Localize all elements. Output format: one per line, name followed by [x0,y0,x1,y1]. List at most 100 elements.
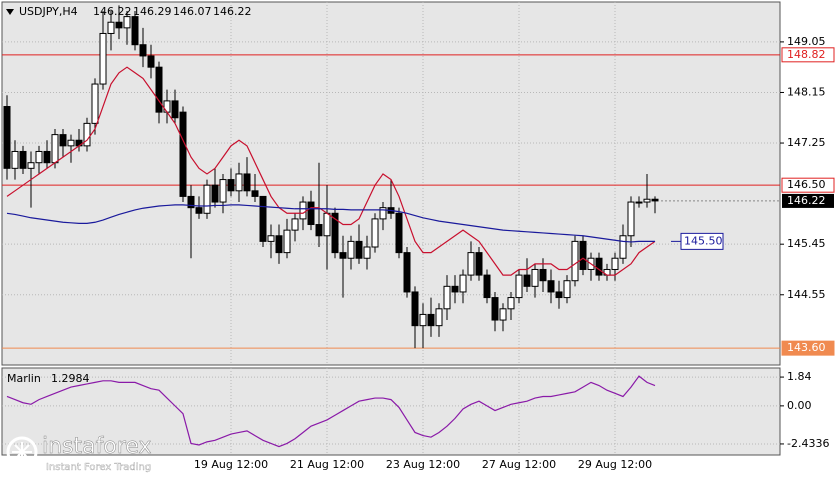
price-label-box [781,47,835,63]
price-label: 143.60 [787,341,826,354]
candle-body [435,308,443,327]
ohlc-high: 146.29 [133,5,172,18]
indicator-value: 1.2984 [51,372,90,385]
price-label-box [781,340,835,356]
last-price-label: 146.22 [787,194,826,207]
candle-body [507,297,515,310]
candle-body [171,100,179,119]
candle-body [547,280,555,293]
candle-body [635,201,643,204]
moving-average [6,204,655,243]
ma-label: 145.50 [684,234,723,247]
candle-body [411,291,419,327]
price-label: 148.82 [787,48,826,61]
candle-body [627,201,635,237]
candle-body [227,179,235,192]
x-tick-label: 21 Aug 12:00 [290,458,364,471]
candle-body [19,150,27,169]
candle-body [267,235,275,242]
candle-body [467,252,475,276]
price-label-box [781,177,835,193]
candle-body [555,291,563,299]
y-tick-label: -2.4336 [787,437,829,450]
menu-arrow[interactable] [6,9,14,15]
candle-body [235,173,243,192]
candle-body [123,16,131,29]
candle-body [259,195,267,242]
candle-body [419,313,427,327]
candle-body [83,122,91,147]
candle-body [451,285,459,293]
candle-body [283,229,291,254]
candle-body [475,252,483,276]
indicator-name: Marlin [7,372,41,385]
indicator-line [6,375,656,448]
indicator-pane [1,367,781,456]
candle-body [307,201,315,226]
candle-body [11,150,19,169]
x-tick-label: 23 Aug 12:00 [386,458,460,471]
candle-body [363,246,371,259]
candle-body [179,111,187,197]
candle-body [3,106,11,169]
candle-body [115,21,123,29]
candle-body [27,162,35,169]
logo-icon [6,436,38,468]
logo-icon-rays [12,442,32,462]
candle-body [59,134,67,147]
candle-body [315,224,323,237]
candle-body [211,184,219,203]
y-tick-label: 145.45 [787,237,826,250]
ohlc-low: 146.07 [173,5,212,18]
candle-body [107,21,115,34]
candle-body [291,218,299,231]
y-tick-label: 147.25 [787,136,826,149]
logo-brand: instaforex [42,434,152,459]
candle-body [643,198,651,203]
candle-body [147,55,155,68]
candle-body [571,240,579,282]
moving-average [6,66,656,276]
candle-body [139,44,147,57]
candle-body [91,83,99,124]
candle-body [347,240,355,259]
candle-body [203,184,211,214]
logo: instaforex Instant Forex Trading [6,434,152,473]
candle-body [99,32,107,85]
candle-body [595,257,603,276]
y-tick-label: 144.55 [787,288,826,301]
symbol: USDJPY,H4 [19,5,78,18]
x-tick-label: 29 Aug 12:00 [578,458,652,471]
last-price-box [782,193,834,208]
candle-body [43,150,51,164]
candle-body [275,235,283,254]
candle-body [651,198,659,202]
candle-body [443,285,451,310]
candle-body [51,134,59,164]
candle-body [563,280,571,299]
candle-body [523,274,531,287]
candle-body [371,218,379,248]
candle-body [187,195,195,209]
y-tick-label: 1.84 [787,370,812,383]
y-tick-label: 0.00 [787,399,812,412]
y-tick-label: 148.15 [787,85,826,98]
candle-body [459,274,467,293]
x-tick-label: 27 Aug 12:00 [482,458,556,471]
candle-body [67,139,75,147]
candle-body [339,252,347,259]
candle-body [195,207,203,214]
y-tick-label: 149.05 [787,35,826,48]
candle-body [619,235,627,259]
candle-body [251,190,259,197]
x-tick-label: 19 Aug 12:00 [194,458,268,471]
candle-body [579,240,587,270]
candle-body [611,257,619,270]
candle-body [499,308,507,321]
candle-body [243,173,251,192]
candle-body [515,274,523,299]
candle-body [299,201,307,220]
candle-body [395,212,403,254]
candle-body [219,179,227,203]
